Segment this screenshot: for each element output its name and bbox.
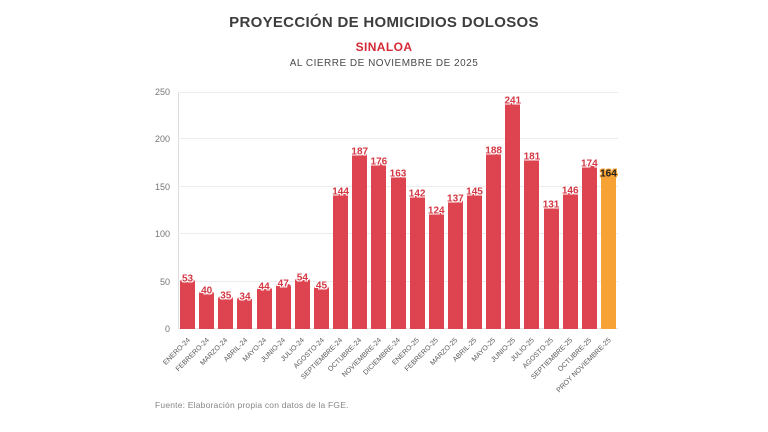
bar	[180, 278, 196, 329]
bar-value-label: 187	[351, 146, 369, 158]
bar	[581, 164, 597, 329]
bar	[428, 211, 444, 329]
plot-area: 0 50 100 150 200 250 53 ENERO-24 40 FEBRERO-24 35 M…	[155, 87, 618, 394]
bar-value-label: 137	[447, 193, 464, 205]
bar	[409, 194, 425, 329]
bar	[256, 287, 272, 329]
bar-value-label: 174	[580, 158, 598, 170]
bar-projected	[600, 173, 616, 329]
bar-value-label: 144	[332, 186, 349, 198]
bar-value-label: 124	[427, 205, 445, 217]
bar-value-label: 47	[277, 278, 289, 290]
bar-value-label: 163	[389, 168, 407, 180]
bar-value-label: 176	[370, 156, 388, 168]
bar-value-label: 45	[315, 280, 328, 292]
bar	[390, 174, 406, 329]
y-tick-label: 50	[159, 276, 170, 287]
bar-value-label: 241	[504, 95, 522, 107]
bar-value-label: 142	[408, 188, 426, 200]
gridline	[178, 92, 618, 93]
bar	[371, 162, 387, 329]
bar	[275, 284, 291, 329]
bar-value-label: 40	[201, 285, 213, 297]
bar-value-label: 188	[485, 145, 502, 157]
bar	[447, 199, 463, 329]
bar	[333, 192, 349, 329]
bar-value-label: 145	[466, 186, 483, 198]
bar	[486, 150, 502, 329]
bar-value-label: 146	[561, 185, 579, 197]
bar	[562, 190, 578, 329]
bar-value-label: 44	[258, 281, 270, 293]
bar-value-label: 54	[296, 272, 308, 284]
bar	[505, 100, 521, 329]
y-tick-label: 250	[154, 87, 170, 97]
bar-value-label: 34	[239, 291, 251, 303]
bar-value-label: 164	[600, 168, 617, 180]
bar	[237, 296, 253, 329]
bar	[524, 157, 540, 329]
chart-subtitle-state: SINALOA	[355, 40, 413, 54]
bar-value-label: 53	[182, 273, 194, 285]
chart-title: PROYECCIÓN DE HOMICIDIOS DOLOSOS	[229, 14, 539, 31]
y-tick-label: 150	[154, 181, 170, 192]
y-tick-label: 100	[154, 229, 170, 240]
bar-value-label: 131	[542, 199, 560, 211]
bar	[543, 204, 559, 329]
y-tick-label: 200	[154, 134, 170, 145]
bar	[313, 286, 329, 329]
y-axis-line	[178, 92, 179, 329]
bar-value-label: 35	[220, 290, 232, 302]
chart-caption: AL CIERRE DE NOVIEMBRE DE 2025	[289, 58, 479, 69]
bar	[467, 191, 483, 329]
bar	[199, 291, 215, 329]
bar-value-label: 181	[523, 151, 541, 163]
bar	[218, 295, 234, 329]
bar	[352, 151, 368, 329]
source-note: Fuente: Elaboración propia con datos de …	[155, 400, 349, 410]
bar	[294, 277, 310, 329]
gridline	[178, 138, 618, 140]
y-tick-label: 0	[164, 324, 170, 334]
